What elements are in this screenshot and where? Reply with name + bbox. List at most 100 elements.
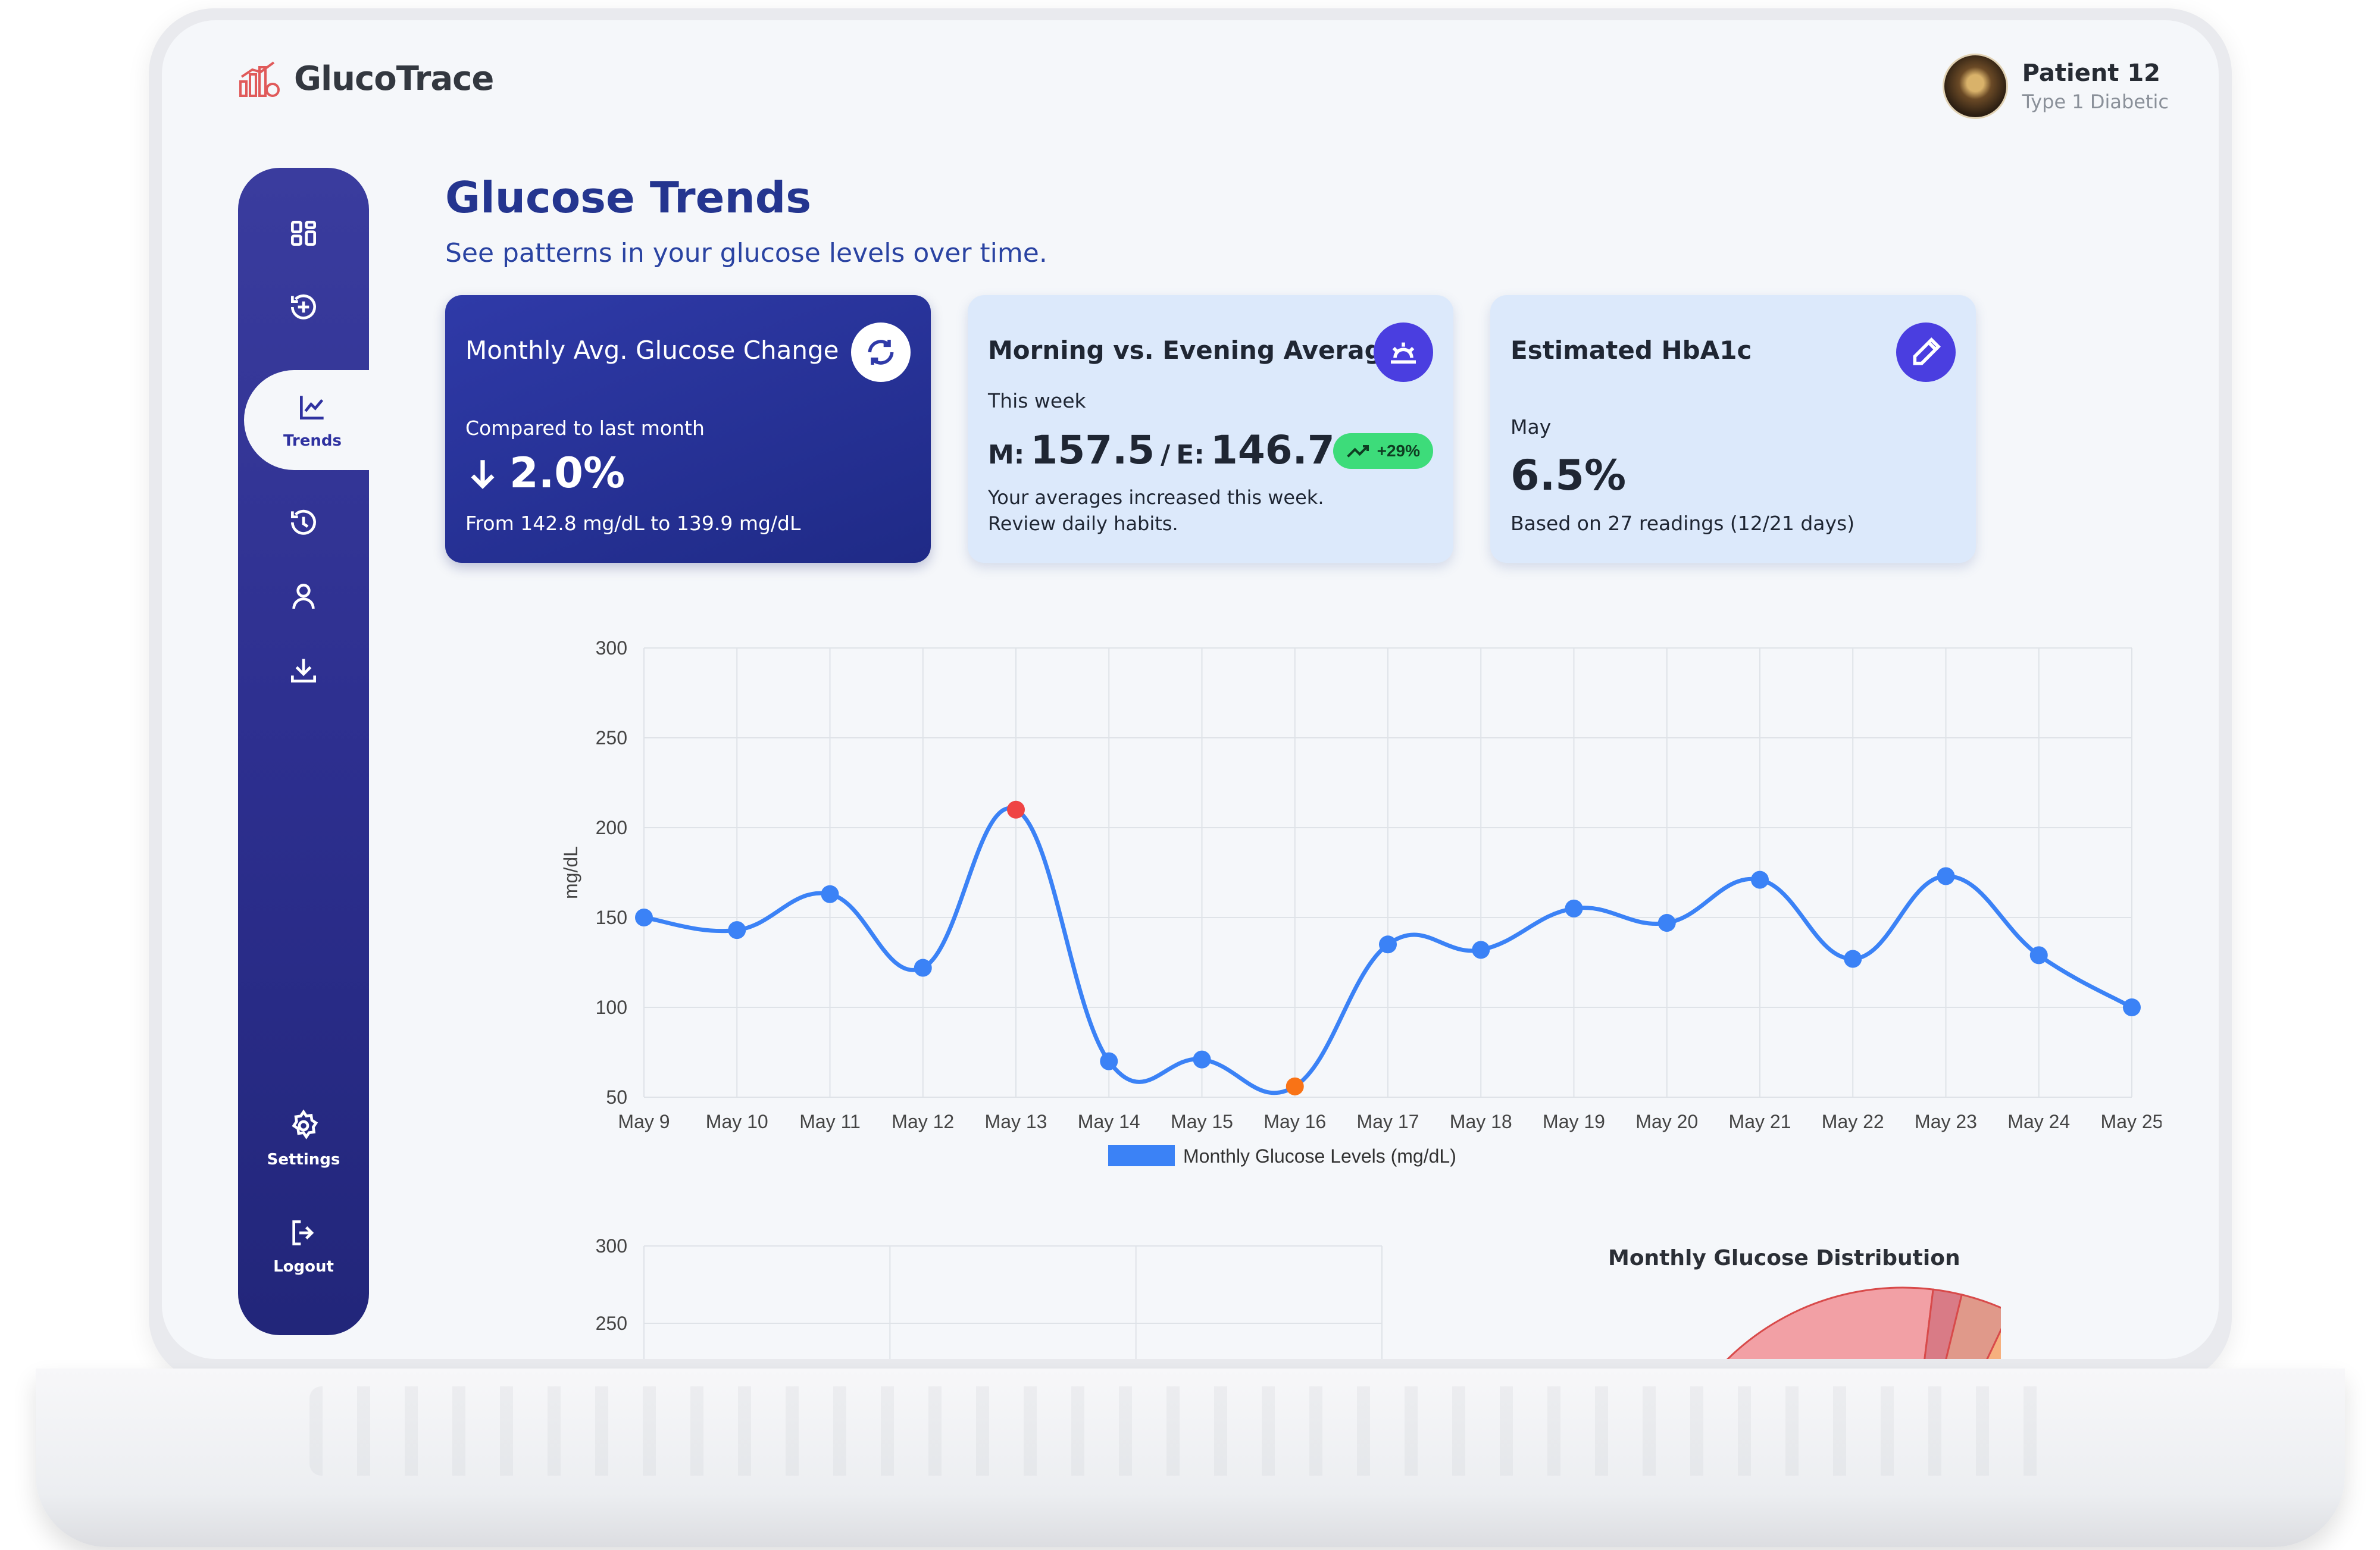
y-tick-label: 100 xyxy=(596,997,627,1018)
sidebar-item-profile[interactable] xyxy=(238,580,369,613)
y-tick-label: 300 xyxy=(596,1235,627,1257)
app-screen: GlucoTrace Patient 12 Type 1 Diabetic Tr… xyxy=(162,20,2219,1359)
trend-badge: +29% xyxy=(1333,433,1433,469)
card-period: May xyxy=(1510,415,1552,439)
x-tick-label: May 19 xyxy=(1543,1111,1605,1132)
data-point xyxy=(1193,1050,1211,1069)
y-tick-label: 300 xyxy=(596,637,627,659)
card-detail: From 142.8 mg/dL to 139.9 mg/dL xyxy=(465,512,801,535)
history-icon xyxy=(291,509,316,535)
data-point xyxy=(635,909,653,926)
app-name: GlucoTrace xyxy=(294,60,494,98)
trending-up-icon xyxy=(1346,445,1369,458)
data-point xyxy=(1565,899,1583,918)
sidebar-item-add-reading[interactable] xyxy=(238,290,369,324)
evening-value: 146.7 xyxy=(1210,427,1335,473)
x-tick-label: May 22 xyxy=(1822,1111,1884,1132)
y-tick-label: 150 xyxy=(596,907,627,928)
x-tick-label: May 23 xyxy=(1915,1111,1977,1132)
settings-button[interactable]: Settings xyxy=(238,1109,369,1169)
x-tick-label: May 18 xyxy=(1450,1111,1512,1132)
evening-label: E: xyxy=(1176,440,1205,470)
pen-icon[interactable] xyxy=(1896,322,1956,382)
sidebar-item-download[interactable] xyxy=(238,653,369,687)
data-point xyxy=(1100,1052,1118,1070)
card-value: 2.0% xyxy=(509,449,626,497)
data-point xyxy=(821,885,839,903)
data-point xyxy=(1379,935,1397,954)
user-icon xyxy=(292,584,315,609)
data-point xyxy=(1937,867,1955,885)
legend-swatch xyxy=(1108,1145,1175,1166)
averages-row: M: 157.5 / E: 146.7 xyxy=(988,427,1335,473)
card-period: This week xyxy=(988,389,1086,412)
sidebar-item-label: Trends xyxy=(283,432,342,450)
x-tick-label: May 25 xyxy=(2101,1111,2162,1132)
avatar xyxy=(1942,54,2008,119)
data-point xyxy=(728,921,746,940)
page-title: Glucose Trends xyxy=(445,173,812,223)
data-point xyxy=(2123,998,2141,1016)
separator: / xyxy=(1161,440,1171,470)
x-tick-label: May 21 xyxy=(1729,1111,1791,1132)
card-note: Based on 27 readings (12/21 days) xyxy=(1510,512,1855,535)
glucose-bar-chart: 300 250 xyxy=(596,1235,1383,1359)
page-subtitle: See patterns in your glucose levels over… xyxy=(445,238,1047,268)
x-tick-label: May 13 xyxy=(985,1111,1047,1132)
sidebar-item-dashboard[interactable] xyxy=(238,217,369,250)
y-tick-label: 50 xyxy=(606,1086,627,1108)
data-point xyxy=(1751,870,1769,889)
card-compared: Compared to last month xyxy=(465,417,705,440)
distribution-pie-chart xyxy=(1726,1286,2001,1359)
x-tick-label: May 9 xyxy=(618,1111,670,1132)
morning-label: M: xyxy=(988,440,1025,470)
sidebar-item-trends[interactable]: Trends xyxy=(244,370,381,470)
pie-slice xyxy=(1945,1294,2001,1359)
card-title: Morning vs. Evening Averages xyxy=(988,336,1415,365)
data-point xyxy=(1472,941,1490,959)
data-point xyxy=(1286,1077,1304,1095)
y-tick-label: 250 xyxy=(596,727,627,749)
pie-slice xyxy=(1726,1286,1934,1359)
monthly-change-card: Monthly Avg. Glucose Change Compared to … xyxy=(445,295,931,563)
trend-chart-icon xyxy=(300,396,324,419)
x-tick-label: May 11 xyxy=(799,1111,861,1132)
grid-icon xyxy=(291,221,316,246)
x-tick-label: May 12 xyxy=(892,1111,954,1132)
glucose-line-chart: 300 250 200 150 100 50 May 9 May 10 May 11 May 12… xyxy=(560,637,2162,1167)
x-tick-label: May 10 xyxy=(706,1111,768,1132)
settings-label: Settings xyxy=(267,1151,340,1169)
y-axis-label: mg/dL xyxy=(560,846,581,899)
x-tick-label: May 16 xyxy=(1264,1111,1326,1132)
logout-label: Logout xyxy=(273,1258,334,1276)
data-point xyxy=(2029,946,2048,965)
sunrise-icon[interactable] xyxy=(1374,322,1433,382)
pie-slice xyxy=(1986,1327,2001,1359)
logout-button[interactable]: Logout xyxy=(238,1216,369,1276)
y-tick-label: 200 xyxy=(596,817,627,838)
card-value: 6.5% xyxy=(1510,451,1627,500)
legend-label: Monthly Glucose Levels (mg/dL) xyxy=(1183,1145,1456,1167)
card-title: Estimated HbA1c xyxy=(1510,336,1752,365)
profile-name: Patient 12 xyxy=(2022,60,2161,87)
y-tick-label: 250 xyxy=(596,1313,627,1334)
card-value-row: 2.0% xyxy=(465,449,625,497)
app-logo[interactable]: GlucoTrace xyxy=(238,60,494,98)
x-tick-label: May 14 xyxy=(1078,1111,1140,1132)
sidebar-item-history[interactable] xyxy=(238,506,369,539)
plus-circle-icon xyxy=(291,294,316,320)
download-icon xyxy=(291,659,316,682)
x-tick-label: May 17 xyxy=(1357,1111,1419,1132)
data-point xyxy=(1844,950,1862,968)
user-profile[interactable]: Patient 12 Type 1 Diabetic xyxy=(1942,54,2169,119)
logout-icon xyxy=(292,1220,314,1245)
sidebar: Trends Settings Logout xyxy=(238,168,381,1335)
profile-subtitle: Type 1 Diabetic xyxy=(2022,90,2169,113)
morning-value: 157.5 xyxy=(1030,427,1155,473)
data-point xyxy=(1657,914,1676,932)
x-tick-label: May 15 xyxy=(1171,1111,1233,1132)
refresh-icon[interactable] xyxy=(851,322,911,382)
hba1c-card: Estimated HbA1c May 6.5% Based on 27 rea… xyxy=(1490,295,1976,563)
series-line xyxy=(643,806,2133,1095)
keyboard xyxy=(309,1386,2071,1476)
